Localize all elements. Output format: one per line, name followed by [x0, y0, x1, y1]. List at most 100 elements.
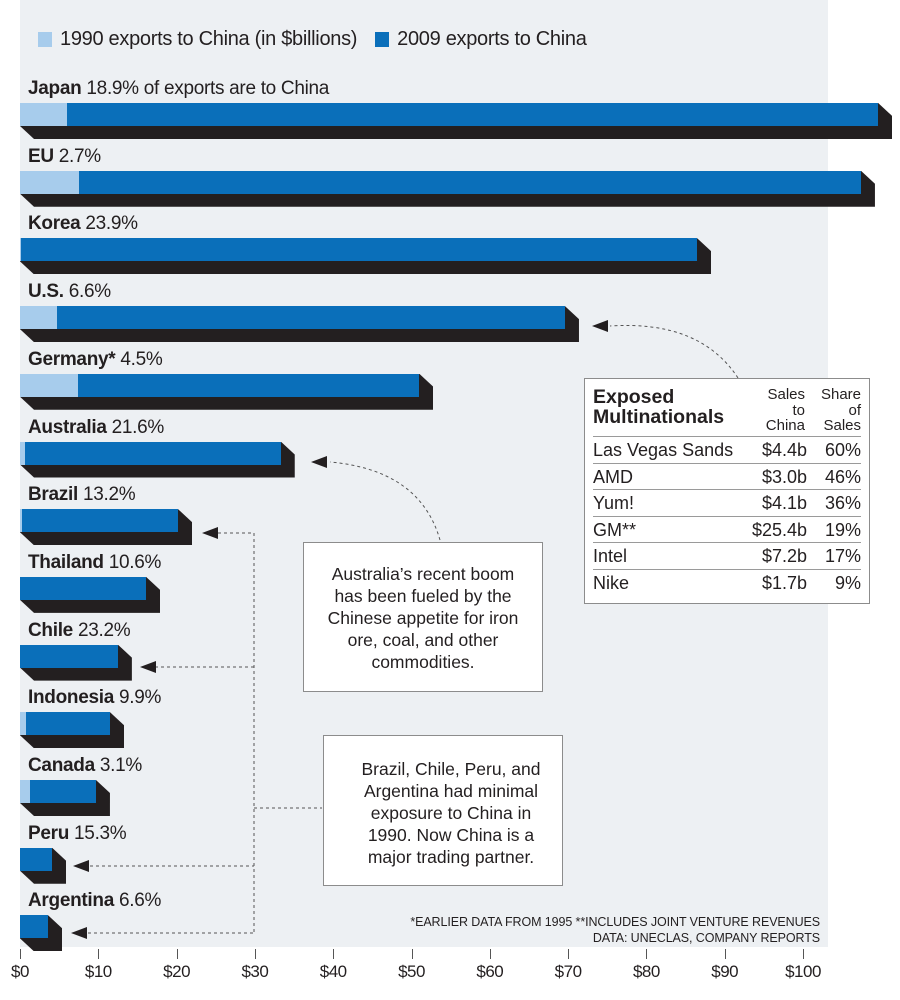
legend-item-1990: 1990 exports to China (in $billions)	[38, 28, 357, 51]
axis-tick	[646, 949, 648, 959]
share-pct: 4.5%	[120, 348, 163, 370]
share-pct: 23.2%	[77, 619, 131, 641]
company-name: Las Vegas Sands	[593, 440, 734, 460]
axis-tick-label: $100	[785, 962, 821, 981]
table-header-sales: Sales to China	[745, 387, 805, 434]
row-label: U.S. 6.6%	[28, 281, 111, 303]
bar-2009	[20, 306, 565, 330]
axis-tick-label: $70	[554, 962, 582, 981]
share-pct: 21.6%	[111, 416, 165, 438]
table-title-line2: Multinationals	[593, 406, 725, 428]
share-pct: 23.9%	[85, 213, 138, 235]
bar-2009	[20, 644, 118, 668]
legend-label-2009: 2009 exports to China	[397, 28, 587, 50]
arrowhead-us-icon	[592, 320, 608, 332]
table-row: GM** $25.4b 19%	[593, 515, 861, 543]
axis-tick-label: $40	[319, 962, 347, 981]
row-label: Chile 23.2%	[28, 619, 131, 642]
bar-1990	[20, 373, 78, 397]
bar-2009	[20, 847, 53, 871]
bar-2009	[20, 915, 49, 939]
country-name: Thailand	[28, 551, 104, 573]
share-of-sales: 46%	[824, 466, 861, 487]
row-label: Argentina 6.6%	[28, 890, 161, 912]
arrowhead-peru-icon	[73, 860, 89, 872]
sales-to-china: $3.0b	[761, 466, 807, 487]
company-name: GM**	[593, 519, 637, 540]
row-label: Brazil 13.2%	[28, 484, 136, 506]
row-label: Peru 15.3%	[28, 822, 127, 845]
bar-2009	[20, 576, 147, 600]
axis-tick-label: $50	[398, 962, 425, 981]
header-share-line3: Sales	[823, 417, 861, 434]
country-name: Peru	[28, 822, 70, 844]
sales-to-china: $7.2b	[761, 546, 807, 566]
header-sales-line2: to	[792, 401, 805, 419]
country-name: Indonesia	[28, 687, 114, 709]
legend: 1990 exports to China (in $billions) 200…	[38, 28, 605, 51]
bar-2009	[20, 780, 96, 803]
share-of-sales: 60%	[824, 440, 861, 460]
us-connector	[609, 324, 739, 379]
row-label: Australia 21.6%	[28, 417, 164, 439]
legend-swatch-2009	[375, 32, 390, 47]
table-row: AMD $3.0b 46%	[593, 462, 861, 490]
axis-tick	[568, 949, 570, 959]
sales-to-china: $4.1b	[761, 493, 807, 513]
australia-connector	[329, 461, 441, 541]
bar-2009	[20, 441, 281, 465]
arrowhead-australia-icon	[311, 456, 327, 468]
share-pct: 6.6%	[118, 890, 162, 912]
arrowhead-brazil-icon	[202, 527, 218, 539]
legend-swatch-1990	[38, 32, 52, 47]
country-name: Brazil	[28, 484, 78, 506]
legend-item-2009: 2009 exports to China	[375, 28, 587, 51]
share-pct: 6.6%	[68, 281, 111, 303]
bar-1990	[20, 238, 21, 262]
axis-tick-label: $10	[84, 962, 112, 981]
country-name: Australia	[28, 416, 107, 438]
arrowhead-chile-icon	[140, 661, 156, 673]
bar-2009	[20, 238, 698, 262]
country-name: Canada	[28, 755, 95, 776]
bar-1990	[20, 306, 57, 330]
axis-tick	[98, 949, 100, 959]
share-of-sales: 9%	[834, 572, 861, 593]
axis-tick	[254, 949, 256, 959]
axis-tick	[803, 949, 804, 959]
company-name: AMD	[593, 466, 633, 487]
bar-1990	[20, 780, 31, 803]
sales-to-china: $1.7b	[761, 572, 807, 593]
callout-latam-text: Brazil, Chile, Peru, and Argentina had m…	[361, 759, 541, 867]
country-name: Chile	[28, 619, 73, 641]
country-name: Germany*	[28, 348, 116, 370]
table-title-line1: Exposed	[593, 386, 675, 408]
country-name: EU	[28, 145, 54, 167]
footnote-line1: *EARLIER DATA FROM 1995 **INCLUDES JOINT…	[410, 915, 820, 929]
share-pct: 2.7%	[58, 145, 101, 167]
bar-1990	[20, 509, 23, 533]
country-name: Korea	[28, 213, 81, 235]
share-of-sales: 17%	[824, 546, 861, 566]
share-pct: 9.9%	[118, 687, 162, 709]
axis-tick	[333, 949, 335, 959]
table-row: Las Vegas Sands $4.4b 60%	[593, 436, 861, 463]
axis-tick	[176, 949, 178, 959]
arrowhead-argentina-icon	[71, 927, 87, 939]
share-pct: 10.6%	[108, 551, 162, 573]
share-of-sales: 19%	[824, 519, 861, 540]
country-name: Japan	[28, 78, 82, 99]
share-pct: 3.1%	[99, 755, 142, 776]
row-label: Germany* 4.5%	[28, 348, 163, 371]
sales-to-china: $4.4b	[761, 440, 807, 460]
share-of-sales: 36%	[824, 493, 861, 513]
bar-2009	[20, 712, 111, 736]
axis-tick-label: $20	[163, 962, 191, 981]
share-pct: 18.9% of exports are to China	[86, 78, 330, 99]
bar-1990	[20, 441, 25, 465]
callout-latam: Brazil, Chile, Peru, and Argentina had m…	[323, 735, 563, 886]
bar-1990	[20, 103, 67, 126]
table-header-share: Share of Sales	[805, 387, 861, 434]
bar-2009	[20, 103, 879, 126]
x-axis: $0 $10 $20 $30 $40 $50 $60 $70 $80 $90 $100	[0, 947, 900, 1000]
